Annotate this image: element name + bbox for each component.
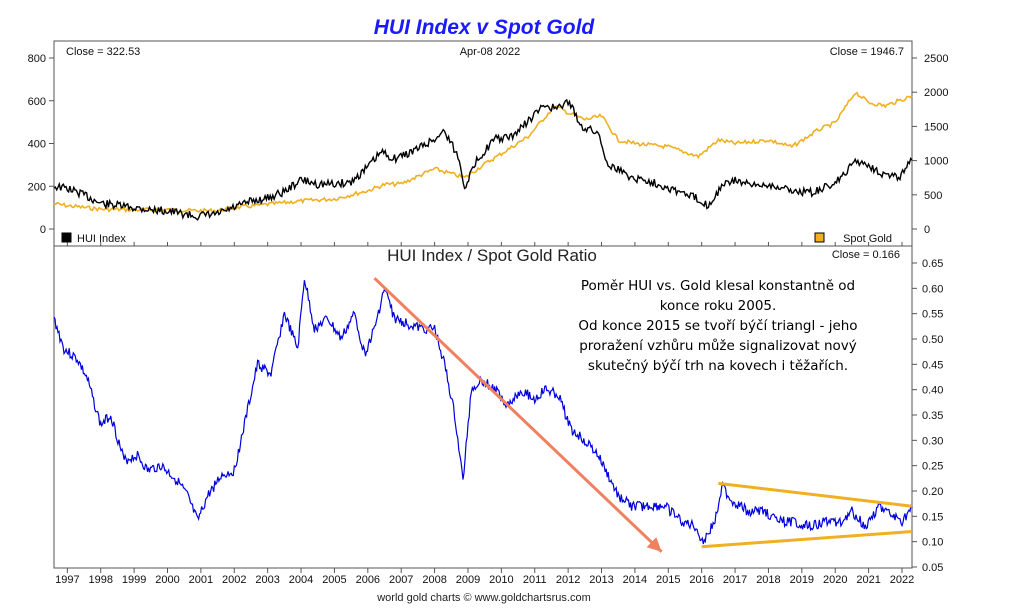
ratio-y-tick-label: 0.05 (922, 562, 943, 574)
y-left-tick-label: 600 (28, 96, 46, 108)
ratio-y-tick-label: 0.15 (922, 511, 943, 523)
x-tick-label: 2016 (689, 574, 713, 586)
legend-label-hui: HUI Index (77, 233, 126, 245)
x-tick-label: 2004 (289, 574, 313, 586)
y-left-tick-label: 200 (28, 181, 46, 193)
x-tick-label: 2008 (422, 574, 446, 586)
x-tick-label: 2002 (222, 574, 246, 586)
x-tick-label: 2015 (656, 574, 680, 586)
x-tick-label: 1999 (122, 574, 146, 586)
annotation-text: Poměr HUI vs. Gold klesal konstantně od … (553, 276, 883, 376)
gold-series-line (53, 91, 913, 215)
trend-arrow-head (646, 537, 662, 552)
y-right-tick-label: 1000 (924, 156, 948, 168)
annotation-line: konce roku 2005. (659, 298, 777, 314)
x-tick-label: 2000 (155, 574, 179, 586)
ratio-y-tick-label: 0.10 (922, 537, 943, 549)
x-tick-label: 2019 (790, 574, 814, 586)
annotation-line: proražení vzhůru může signalizovat nový (579, 338, 857, 354)
legend-swatch-hui (61, 232, 72, 243)
x-tick-label: 2001 (189, 574, 213, 586)
legend-swatch-gold (814, 232, 825, 243)
x-tick-label: 2010 (489, 574, 513, 586)
x-tick-label: 1997 (55, 574, 79, 586)
x-tick-label: 2006 (356, 574, 380, 586)
x-tick-label: 2013 (589, 574, 613, 586)
bottom-panel-frame (53, 245, 913, 569)
ratio-y-tick-label: 0.55 (922, 309, 943, 321)
date-label: Apr-08 2022 (460, 46, 521, 58)
y-right-tick-label: 1500 (924, 121, 948, 133)
y-left-tick-label: 400 (28, 139, 46, 151)
hui-series-line (53, 98, 913, 221)
ratio-y-tick-label: 0.25 (922, 461, 943, 473)
y-left-tick-label: 800 (28, 53, 46, 65)
ratio-y-tick-label: 0.30 (922, 435, 943, 447)
footer-credit: world gold charts © www.goldchartsrus.co… (377, 592, 591, 604)
ratio-y-tick-label: 0.65 (922, 258, 943, 270)
y-right-tick-label: 0 (924, 224, 930, 236)
ratio-y-tick-label: 0.35 (922, 410, 943, 422)
y-right-tick-label: 2000 (924, 87, 948, 99)
x-tick-label: 2009 (456, 574, 480, 586)
hui-close-label: Close = 322.53 (66, 46, 140, 58)
ratio-panel-title: HUI Index / Spot Gold Ratio (387, 246, 597, 265)
annotation-line: Od konce 2015 se tvoří býčí triangl - je… (578, 318, 858, 334)
y-right-tick-label: 2500 (924, 53, 948, 65)
x-tick-label: 2005 (322, 574, 346, 586)
annotation-line: skutečný býčí trh na kovech i těžařích. (587, 358, 849, 374)
x-tick-label: 2003 (255, 574, 279, 586)
legend-label-gold: Spot Gold (843, 233, 892, 245)
ratio-y-tick-label: 0.60 (922, 283, 943, 295)
x-tick-label: 2012 (556, 574, 580, 586)
x-tick-label: 2011 (523, 574, 547, 586)
x-tick-label: 2007 (389, 574, 413, 586)
x-tick-label: 1998 (88, 574, 112, 586)
x-tick-label: 2021 (856, 574, 880, 586)
x-tick-label: 2018 (756, 574, 780, 586)
x-tick-label: 2020 (823, 574, 847, 586)
ratio-y-tick-label: 0.50 (922, 334, 943, 346)
x-tick-label: 2017 (723, 574, 747, 586)
x-tick-label: 2014 (623, 574, 647, 586)
ratio-y-tick-label: 0.40 (922, 385, 943, 397)
annotation-line: Poměr HUI vs. Gold klesal konstantně od (580, 278, 856, 294)
y-right-tick-label: 500 (924, 190, 942, 202)
gold-close-label: Close = 1946.7 (830, 46, 904, 58)
ratio-y-tick-label: 0.45 (922, 359, 943, 371)
chart-title: HUI Index v Spot Gold (373, 16, 595, 39)
triangle-upper-line (718, 481, 913, 508)
x-tick-label: 2022 (890, 574, 914, 586)
ratio-close-label: Close = 0.166 (832, 249, 900, 261)
y-left-tick-label: 0 (40, 224, 46, 236)
trend-arrow-line (373, 277, 663, 553)
ratio-y-tick-label: 0.20 (922, 486, 943, 498)
triangle-lower-line (701, 530, 913, 549)
